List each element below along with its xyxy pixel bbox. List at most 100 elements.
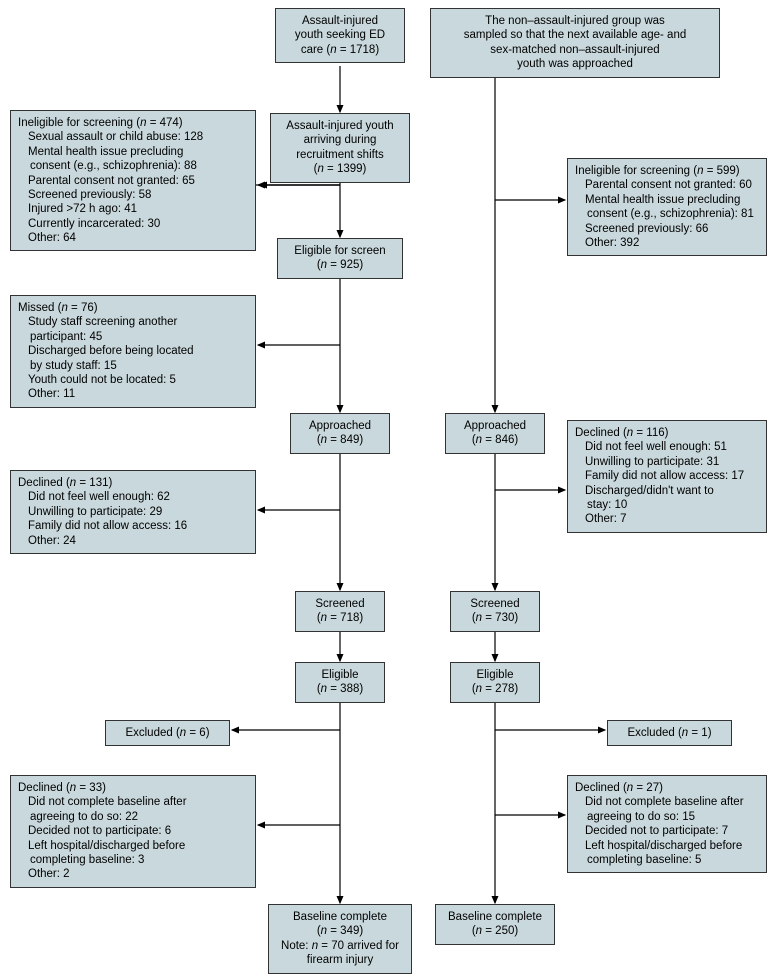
node-screened-right: Screened (n = 730) (450, 591, 540, 632)
list-item: Mental health issue precluding (18, 145, 248, 159)
node-missed-left: Missed (n = 76) Study staff screening an… (10, 295, 256, 408)
text: (n = 730) (472, 612, 518, 624)
node-eligible-right: Eligible (n = 278) (450, 662, 540, 703)
text: Assault-injured youth (286, 120, 393, 132)
node-approached-right: Approached (n = 846) (445, 413, 545, 454)
item-list: Did not complete baseline after agreeing… (575, 795, 759, 867)
item-list: Study staff screening another participan… (18, 315, 248, 401)
list-item: Screened previously: 58 (18, 188, 248, 202)
text: (n = 278) (472, 683, 518, 695)
header: Declined (n = 33) (18, 781, 248, 795)
item-list: Did not complete baseline after agreeing… (18, 795, 248, 881)
node-declined2-right: Declined (n = 27) Did not complete basel… (567, 775, 767, 873)
text: (n = 849) (317, 434, 363, 446)
list-item: Unwilling to participate: 29 (18, 505, 248, 519)
node-declined2-left: Declined (n = 33) Did not complete basel… (10, 775, 256, 888)
node-ineligible-right: Ineligible for screening (n = 599) Paren… (567, 158, 767, 256)
header: Ineligible for screening (n = 474) (18, 116, 248, 130)
list-item: Did not complete baseline after (18, 795, 248, 809)
text: Eligible (476, 669, 513, 681)
text: Baseline complete (293, 911, 387, 923)
list-item: Other: 11 (18, 387, 248, 401)
header: Declined (n = 116) (575, 426, 759, 440)
node-approached-left: Approached (n = 849) (290, 413, 390, 454)
list-item: completing baseline: 5 (575, 853, 759, 867)
text: Screened (315, 598, 364, 610)
text: sampled so that the next available age- … (464, 29, 686, 41)
text: (n = 1399) (314, 163, 367, 175)
list-item: Injured >72 h ago: 41 (18, 202, 248, 216)
node-eligible-left: Eligible (n = 388) (295, 662, 385, 703)
text: arriving during (304, 134, 377, 146)
list-item: Currently incarcerated: 30 (18, 217, 248, 231)
list-item: consent (e.g., schizophrenia): 88 (18, 159, 248, 173)
text: Baseline complete (448, 911, 542, 923)
item-list: Did not feel well enough: 51 Unwilling t… (575, 440, 759, 526)
text: Note: n = 70 arrived for (281, 940, 399, 952)
text: Approached (309, 420, 371, 432)
node-arriving: Assault-injured youth arriving during re… (270, 113, 410, 183)
list-item: stay: 10 (575, 498, 759, 512)
text: Excluded (n = 1) (627, 727, 711, 739)
list-item: Mental health issue precluding (575, 193, 759, 207)
node-ineligible-left: Ineligible for screening (n = 474) Sexua… (10, 110, 256, 251)
text: Screened (470, 598, 519, 610)
text: Eligible (321, 669, 358, 681)
list-item: Family did not allow access: 16 (18, 519, 248, 533)
list-item: Other: 7 (575, 512, 759, 526)
list-item: Decided not to participate: 6 (18, 824, 248, 838)
text: (n = 250) (472, 925, 518, 937)
list-item: Discharged before being located (18, 344, 248, 358)
header: Declined (n = 131) (18, 476, 248, 490)
list-item: consent (e.g., schizophrenia): 81 (575, 207, 759, 221)
list-item: agreeing to do so: 22 (18, 810, 248, 824)
list-item: Other: 64 (18, 231, 248, 245)
text: youth was approached (517, 58, 633, 70)
node-assault-top: Assault-injured youth seeking ED care (n… (275, 8, 405, 63)
text: Approached (464, 420, 526, 432)
node-declined1-right: Declined (n = 116) Did not feel well eno… (567, 420, 767, 533)
list-item: Parental consent not granted: 60 (575, 178, 759, 192)
text: (n = 925) (317, 259, 363, 271)
text: (n = 846) (472, 434, 518, 446)
list-item: Did not feel well enough: 51 (575, 440, 759, 454)
node-baseline-right: Baseline complete (n = 250) (435, 904, 555, 945)
node-eligible-screen: Eligible for screen (n = 925) (277, 238, 403, 279)
text: Excluded (n = 6) (125, 727, 209, 739)
text: Assault-injured (302, 15, 378, 27)
list-item: agreeing to do so: 15 (575, 810, 759, 824)
list-item: Decided not to participate: 7 (575, 824, 759, 838)
text: (n = 349) (317, 925, 363, 937)
text: (n = 718) (317, 612, 363, 624)
header: Declined (n = 27) (575, 781, 759, 795)
list-item: Parental consent not granted: 65 (18, 174, 248, 188)
node-excluded-left: Excluded (n = 6) (105, 720, 230, 746)
list-item: Youth could not be located: 5 (18, 373, 248, 387)
node-nonassault-top: The non–assault-injured group was sample… (430, 8, 720, 78)
node-baseline-left: Baseline complete (n = 349) Note: n = 70… (268, 904, 412, 974)
item-list: Sexual assault or child abuse: 128 Menta… (18, 130, 248, 245)
node-screened-left: Screened (n = 718) (295, 591, 385, 632)
list-item: Unwilling to participate: 31 (575, 455, 759, 469)
item-list: Parental consent not granted: 60 Mental … (575, 178, 759, 250)
text: Eligible for screen (294, 245, 385, 257)
list-item: participant: 45 (18, 330, 248, 344)
text: recruitment shifts (296, 149, 384, 161)
list-item: Other: 2 (18, 867, 248, 881)
list-item: Other: 24 (18, 534, 248, 548)
list-item: by study staff: 15 (18, 359, 248, 373)
list-item: Other: 392 (575, 236, 759, 250)
list-item: Discharged/didn't want to (575, 484, 759, 498)
text: The non–assault-injured group was (485, 15, 665, 27)
list-item: Did not complete baseline after (575, 795, 759, 809)
list-item: completing baseline: 3 (18, 853, 248, 867)
header: Missed (n = 76) (18, 301, 248, 315)
list-item: Study staff screening another (18, 315, 248, 329)
list-item: Sexual assault or child abuse: 128 (18, 130, 248, 144)
text: sex-matched non–assault-injured (490, 44, 659, 56)
item-list: Did not feel well enough: 62 Unwilling t… (18, 490, 248, 548)
list-item: Left hospital/discharged before (18, 839, 248, 853)
text: care (n = 1718) (301, 44, 379, 56)
node-declined1-left: Declined (n = 131) Did not feel well eno… (10, 470, 256, 554)
text: firearm injury (307, 954, 373, 966)
